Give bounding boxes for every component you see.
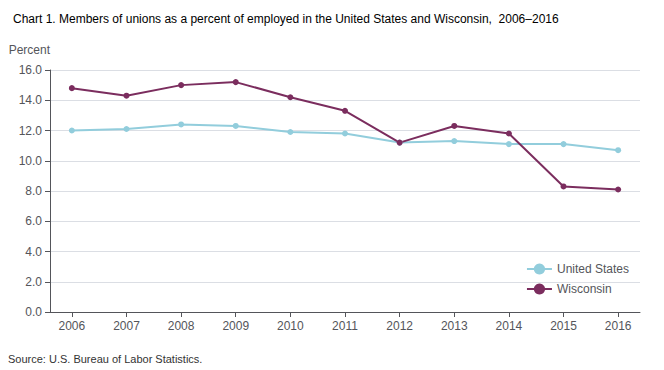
svg-text:2010: 2010 xyxy=(277,319,304,333)
svg-text:2.0: 2.0 xyxy=(25,275,42,289)
svg-text:12.0: 12.0 xyxy=(19,124,43,138)
svg-text:0.0: 0.0 xyxy=(25,305,42,319)
svg-text:8.0: 8.0 xyxy=(25,184,42,198)
svg-text:16.0: 16.0 xyxy=(19,63,43,77)
svg-text:2016: 2016 xyxy=(605,319,632,333)
svg-text:2015: 2015 xyxy=(550,319,577,333)
svg-text:14.0: 14.0 xyxy=(19,93,43,107)
svg-text:2006: 2006 xyxy=(59,319,86,333)
svg-text:2007: 2007 xyxy=(113,319,140,333)
svg-text:2008: 2008 xyxy=(168,319,195,333)
svg-text:United States: United States xyxy=(557,262,629,276)
svg-text:2013: 2013 xyxy=(441,319,468,333)
svg-text:Wisconsin: Wisconsin xyxy=(557,282,612,296)
svg-text:10.0: 10.0 xyxy=(19,154,43,168)
svg-text:Source: U.S. Bureau of Labor S: Source: U.S. Bureau of Labor Statistics. xyxy=(8,353,202,365)
svg-text:4.0: 4.0 xyxy=(25,245,42,259)
svg-text:2014: 2014 xyxy=(496,319,523,333)
svg-text:6.0: 6.0 xyxy=(25,214,42,228)
svg-text:2011: 2011 xyxy=(332,319,358,333)
svg-text:Percent: Percent xyxy=(9,43,51,57)
svg-text:2009: 2009 xyxy=(222,319,249,333)
svg-text:Chart 1. Members of unions as: Chart 1. Members of unions as a percent … xyxy=(13,12,559,26)
svg-text:2012: 2012 xyxy=(386,319,413,333)
